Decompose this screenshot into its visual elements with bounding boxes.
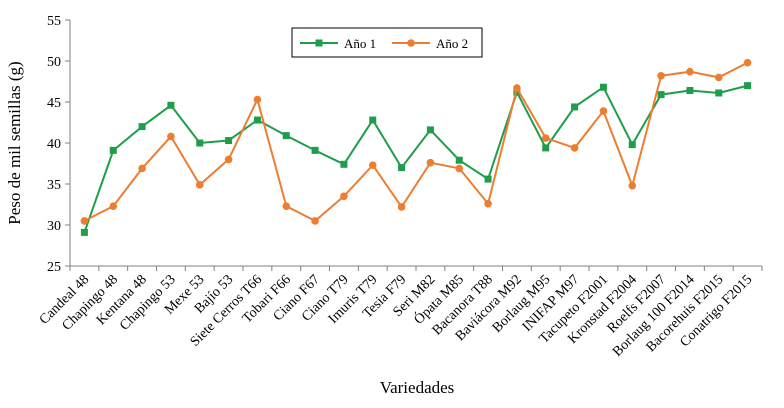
y-tick-label: 30 (47, 219, 61, 234)
y-tick-label: 40 (47, 137, 61, 152)
data-point (398, 164, 406, 172)
y-tick-label: 45 (47, 96, 61, 111)
series-line-1 (83, 84, 748, 233)
data-point (80, 228, 88, 236)
data-point (109, 202, 118, 210)
data-point (195, 181, 204, 189)
series-layer (80, 58, 752, 236)
data-point (138, 123, 146, 131)
data-point (628, 141, 636, 149)
data-point (484, 199, 492, 208)
data-point (253, 116, 261, 124)
data-point (167, 101, 175, 109)
data-point (714, 73, 723, 82)
y-tick-label: 50 (47, 55, 61, 70)
data-point (715, 89, 723, 97)
data-point (225, 137, 233, 145)
legend-label: Año 2 (436, 36, 468, 51)
data-point (628, 181, 637, 190)
data-point (253, 95, 262, 104)
series-line-2 (83, 61, 749, 223)
data-point (455, 156, 463, 164)
data-point (282, 202, 291, 210)
data-point (138, 164, 146, 173)
data-point (340, 160, 348, 168)
data-point (599, 83, 607, 91)
data-point (196, 139, 204, 147)
y-axis-label: Peso de mil semillas (g) (5, 61, 24, 224)
data-point (224, 155, 233, 164)
data-point (397, 203, 406, 211)
legend-marker (315, 39, 323, 47)
legend: Año 1 Año 2 (291, 27, 483, 58)
data-point (455, 164, 464, 173)
data-point (542, 144, 550, 152)
data-point (311, 217, 319, 225)
data-point (599, 107, 608, 115)
data-point (109, 146, 117, 154)
data-point (541, 134, 550, 142)
data-point (686, 67, 694, 76)
legend-label: Año 1 (344, 36, 376, 51)
data-point (686, 87, 694, 95)
data-point (368, 161, 377, 169)
legend-box (291, 27, 483, 58)
data-point (311, 146, 319, 154)
data-point (340, 192, 348, 201)
y-tick-label: 25 (47, 260, 61, 275)
data-point (484, 175, 492, 183)
data-point (744, 82, 752, 90)
data-point (513, 84, 521, 92)
data-point (426, 126, 434, 134)
data-point (167, 132, 175, 141)
data-point (657, 91, 665, 99)
y-tick-label: 35 (47, 178, 61, 193)
data-point (369, 116, 377, 124)
data-point (571, 103, 579, 111)
data-point (657, 71, 665, 80)
data-point (743, 58, 752, 67)
y-axis: 25 30 35 40 45 50 55 (47, 14, 71, 275)
data-point (80, 217, 89, 225)
data-point (282, 132, 290, 140)
data-point (426, 158, 435, 167)
x-axis-label: Variedades (380, 378, 455, 397)
y-tick-label: 55 (47, 14, 61, 29)
legend-marker (407, 39, 415, 47)
data-point (570, 144, 579, 152)
